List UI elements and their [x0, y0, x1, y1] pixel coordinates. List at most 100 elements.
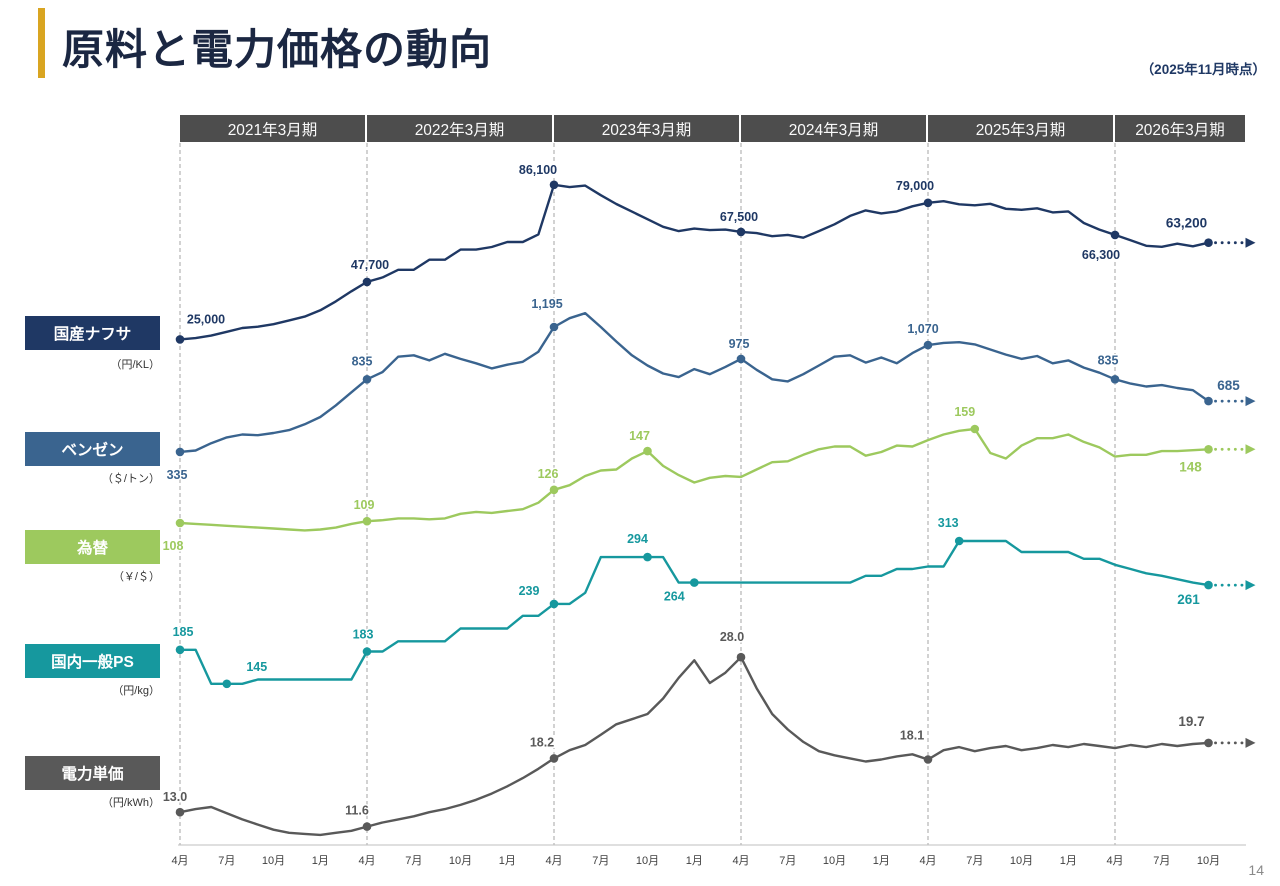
naphtha-forecast-arrow	[1245, 237, 1256, 248]
benzene-forecast-arrow	[1245, 396, 1256, 407]
as-of-date-note: （2025年11月時点）	[1140, 62, 1266, 77]
x-tick-label: 10月	[1197, 855, 1220, 867]
ps-marker	[549, 599, 559, 609]
fx-marker	[175, 518, 185, 528]
naphtha-data-label: 67,500	[720, 210, 758, 224]
x-tick-label: 7月	[966, 855, 983, 867]
naphtha-marker	[923, 198, 933, 208]
benzene-marker	[1110, 375, 1120, 384]
series-unit-ps: （円/kg）	[112, 685, 160, 697]
ps-data-label: 294	[627, 532, 648, 546]
x-tick-label: 4月	[545, 855, 562, 867]
naphtha-data-label: 86,100	[519, 163, 557, 177]
fx-data-label: 147	[629, 429, 650, 443]
series-unit-fx: （￥/＄）	[112, 571, 160, 583]
elec-data-label: 18.2	[530, 735, 554, 749]
elec-data-label: 18.1	[900, 729, 924, 743]
elec-forecast-arrow	[1245, 737, 1256, 748]
naphtha-marker	[362, 277, 372, 287]
fiscal-year-header: 2022年3月期	[367, 115, 554, 142]
benzene-data-label: 975	[729, 337, 750, 351]
ps-forecast-arrow	[1245, 580, 1256, 591]
naphtha-data-label: 79,000	[896, 179, 934, 193]
naphtha-marker	[549, 180, 559, 190]
benzene-marker	[736, 354, 746, 364]
naphtha-marker	[1110, 230, 1120, 240]
series-label-ps: 国内一般PS	[25, 644, 160, 678]
page-number: 14	[1248, 862, 1264, 878]
page-title: 原料と電力価格の動向	[62, 26, 493, 73]
x-tick-label: 4月	[358, 855, 375, 867]
naphtha-marker	[175, 335, 185, 344]
fiscal-year-header: 2025年3月期	[928, 115, 1115, 142]
elec-marker	[1204, 738, 1213, 748]
benzene-data-label: 335	[167, 468, 188, 482]
series-label-electricity: 電力単価	[25, 756, 160, 790]
fx-marker	[549, 485, 559, 495]
elec-marker	[549, 754, 559, 763]
naphtha-data-label: 25,000	[187, 312, 225, 326]
x-tick-label: 1月	[1060, 855, 1077, 867]
x-tick-label: 10月	[823, 855, 846, 867]
fx-data-label: 159	[954, 405, 975, 419]
benzene-marker	[923, 340, 933, 350]
benzene-marker	[362, 375, 372, 384]
ps-marker	[690, 578, 699, 587]
benzene-data-label: 1,195	[531, 297, 562, 311]
fiscal-year-header: 2026年3月期	[1115, 115, 1245, 142]
fx-forecast-arrow	[1245, 444, 1256, 455]
ps-data-label: 185	[173, 625, 194, 639]
fx-data-label: 109	[354, 498, 375, 512]
fx-data-label: 126	[538, 467, 559, 481]
series-label-benzene: ベンゼン	[25, 432, 160, 466]
benzene-marker	[175, 447, 185, 457]
x-tick-label: 1月	[873, 855, 890, 867]
fiscal-year-header: 2023年3月期	[554, 115, 741, 142]
ps-data-label: 261	[1177, 592, 1200, 607]
fx-data-label: 148	[1179, 459, 1202, 474]
x-tick-label: 10月	[262, 855, 285, 867]
elec-marker	[362, 822, 372, 831]
x-tick-label: 4月	[1106, 855, 1123, 867]
elec-data-label: 11.6	[345, 804, 369, 818]
fiscal-year-header: 2021年3月期	[180, 115, 367, 142]
ps-data-label: 145	[246, 660, 267, 674]
elec-data-label: 19.7	[1178, 714, 1204, 729]
benzene-data-label: 1,070	[907, 322, 938, 336]
ps-marker	[1204, 580, 1213, 590]
naphtha-data-label: 66,300	[1082, 248, 1120, 262]
ps-data-label: 239	[519, 584, 540, 598]
ps-data-label: 183	[353, 628, 374, 642]
benzene-line	[178, 312, 1210, 454]
ps-data-label: 264	[664, 590, 685, 604]
elec-data-label: 13.0	[163, 790, 187, 804]
elec-marker	[736, 652, 746, 662]
fx-data-label: 108	[163, 539, 184, 553]
x-tick-label: 1月	[499, 855, 516, 867]
naphtha-marker	[736, 227, 746, 237]
series-label-naphtha: 国産ナフサ	[25, 316, 160, 350]
series-unit-electricity: （円/kWh）	[101, 797, 160, 809]
x-tick-label: 4月	[732, 855, 749, 867]
benzene-marker	[1204, 396, 1213, 406]
fx-marker	[362, 516, 372, 526]
x-tick-label: 7月	[218, 855, 235, 867]
x-tick-label: 10月	[449, 855, 472, 867]
elec-line	[178, 656, 1210, 837]
x-tick-label: 7月	[1153, 855, 1170, 867]
fx-marker	[970, 424, 980, 434]
benzene-data-label: 835	[352, 354, 373, 368]
ps-marker	[175, 645, 185, 655]
x-tick-label: 1月	[686, 855, 703, 867]
x-tick-label: 7月	[779, 855, 796, 867]
x-tick-label: 4月	[171, 855, 188, 867]
title-accent-bar	[38, 8, 45, 78]
fx-line	[178, 427, 1210, 532]
naphtha-data-label: 63,200	[1166, 216, 1207, 231]
naphtha-data-label: 47,700	[351, 258, 389, 272]
fiscal-year-header-row: 2021年3月期 2022年3月期 2023年3月期 2024年3月期 2025…	[180, 115, 1245, 142]
elec-marker	[175, 807, 185, 817]
naphtha-line	[178, 183, 1210, 341]
